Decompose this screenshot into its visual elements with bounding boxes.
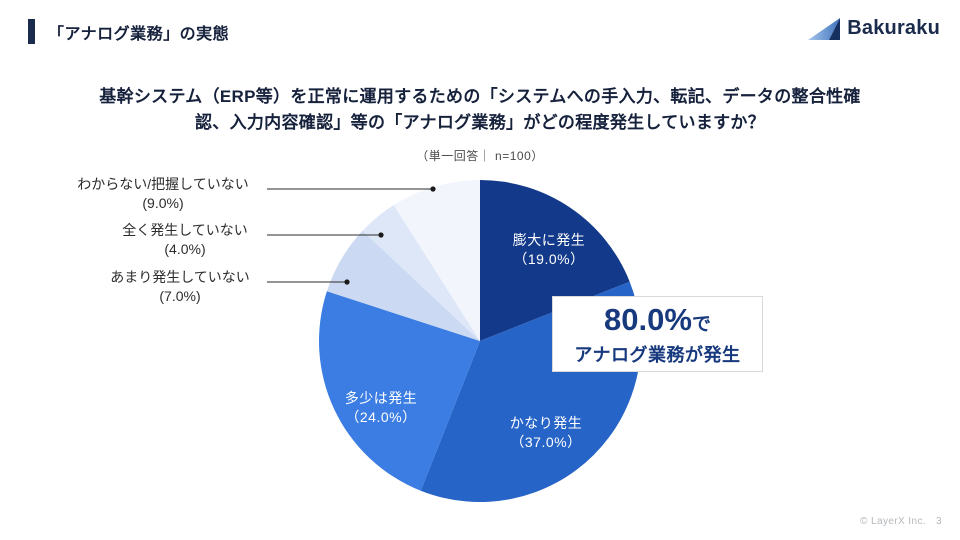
- callout-headline: 80.0%で: [604, 301, 711, 343]
- survey-question-line1: 基幹システム（ERP等）を正常に運用するための「システムへの手入力、転記、データ…: [99, 87, 861, 106]
- pie-slice-label-pct: （37.0%）: [510, 434, 582, 450]
- leader-dot: [344, 279, 350, 285]
- pie-slice: [393, 180, 480, 341]
- pie-slice-label-pct: （24.0%）: [345, 409, 417, 425]
- copyright-text: © LayerX Inc.: [860, 516, 927, 527]
- pie-slice-label-considerable: かなり発生 （37.0%）: [466, 414, 626, 452]
- survey-condition: （単一回答｜ n=100）: [416, 149, 544, 163]
- title-accent-bar: [28, 19, 35, 44]
- pie-slice: [326, 230, 480, 341]
- leader-dot: [430, 186, 436, 192]
- survey-question: 基幹システム（ERP等）を正常に運用するための「システムへの手入力、転記、データ…: [0, 84, 960, 136]
- bakuraku-logo: Bakuraku: [807, 14, 940, 43]
- pie-slice: [319, 291, 480, 491]
- pie-leader-label-text: あまり発生していない: [110, 269, 250, 285]
- callout-subline: アナログ業務が発生: [574, 344, 741, 365]
- pie-leader-label-pct: (7.0%): [159, 288, 201, 304]
- pie-leader-label-text: 全く発生していない: [122, 222, 248, 238]
- pie-leader-label-unknown: わからない/把握していない (9.0%): [43, 175, 283, 213]
- callout-suffix: で: [691, 313, 711, 335]
- pie-leader-label-text: わからない/把握していない: [77, 176, 249, 192]
- pie-leader-label-none: 全く発生していない (4.0%): [65, 221, 305, 259]
- pie-leader-label-rarely: あまり発生していない (7.0%): [60, 268, 300, 306]
- bakuraku-logo-text: Bakuraku: [847, 17, 940, 39]
- page-title: 「アナログ業務」の実態: [48, 26, 230, 43]
- page-number: 3: [936, 516, 942, 527]
- pie-slice-label-enormous: 膨大に発生 （19.0%）: [469, 231, 629, 269]
- pie-slice-label-some: 多少は発生 （24.0%）: [301, 389, 461, 427]
- bakuraku-logo-icon: [807, 14, 843, 43]
- pie-slice-label-pct: （19.0%）: [513, 251, 585, 267]
- pie-slice-label-text: 膨大に発生: [512, 232, 586, 248]
- pie-slice-label-text: 多少は発生: [344, 390, 418, 406]
- callout-box: 80.0%で アナログ業務が発生: [552, 296, 763, 372]
- leader-dot: [378, 232, 384, 238]
- pie-slice: [480, 180, 630, 341]
- pie-slice: [362, 205, 480, 341]
- callout-value: 80.0%: [604, 301, 692, 337]
- pie-slice-label-text: かなり発生: [509, 415, 583, 431]
- pie-leader-label-pct: (4.0%): [164, 241, 206, 257]
- pie-leader-label-pct: (9.0%): [142, 195, 184, 211]
- survey-question-line2: 認、入力内容確認」等の「アナログ業務」がどの程度発生していますか？: [194, 113, 766, 132]
- footer: © LayerX Inc. 3: [860, 516, 942, 527]
